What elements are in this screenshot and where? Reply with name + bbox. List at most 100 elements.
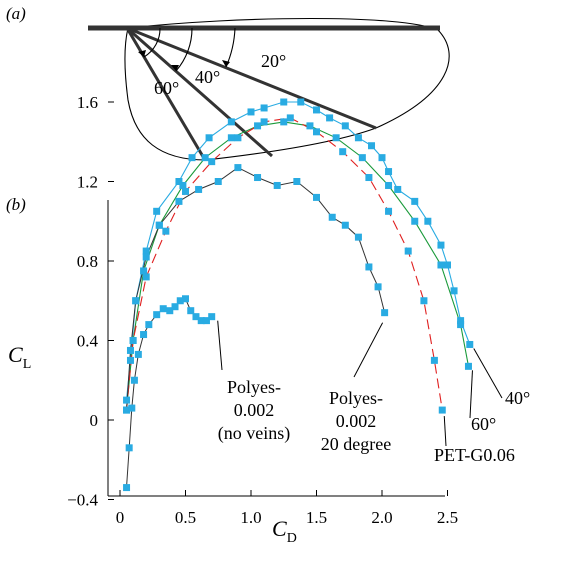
series-line-pet-g0-06	[125, 117, 443, 411]
leader-line-40	[473, 348, 503, 399]
data-point-60	[464, 362, 472, 370]
data-point-40	[450, 287, 458, 295]
y-tick-label: 0	[90, 411, 99, 430]
data-point-60	[201, 154, 209, 162]
y-ticks: −0.4 0 0.4 0.8 1.2 1.6	[67, 93, 114, 510]
data-point-polyes-0-002-20-degree	[374, 283, 382, 291]
data-point-60	[254, 122, 262, 130]
data-point-pet-g0-06	[142, 273, 150, 281]
y-tick-label: 1.6	[77, 93, 98, 112]
annotation-pet: PET-G0.06	[434, 445, 515, 465]
data-point-40	[280, 98, 288, 106]
x-tick-label: 1.5	[306, 508, 327, 527]
data-point-40	[424, 217, 432, 225]
wing-schematic: 60° 40° 20°	[88, 17, 450, 161]
data-point-polyes-0-002-no-veins	[153, 311, 161, 319]
data-point-polyes-0-002-20-degree	[273, 181, 281, 189]
data-point-polyes-0-002-20-degree	[328, 213, 336, 221]
data-point-pet-g0-06	[129, 337, 137, 344]
data-point-polyes-0-002-20-degree	[381, 309, 389, 317]
data-point-polyes-0-002-no-veins	[187, 307, 195, 315]
data-point-pet-g0-06	[162, 227, 170, 235]
y-tick-label: 1.2	[77, 173, 98, 192]
data-point-40	[411, 197, 419, 205]
data-point-polyes-0-002-no-veins	[159, 305, 167, 313]
data-point-60	[332, 134, 340, 142]
data-point-polyes-0-002-20-degree	[123, 406, 131, 414]
data-point-40	[341, 122, 349, 130]
annotation-60: 60°	[471, 414, 496, 434]
x-tick-label: 0	[116, 508, 125, 527]
series-line-polyes-0-002-no-veins	[126, 298, 213, 488]
data-point-60	[385, 181, 393, 189]
arrowhead-60	[138, 50, 146, 57]
data-point-40	[326, 114, 334, 122]
data-point-40	[368, 142, 376, 150]
data-point-polyes-0-002-20-degree	[214, 178, 222, 185]
annotation-polyes20-line: Polyes-	[329, 388, 383, 408]
data-point-40	[394, 185, 402, 193]
data-point-40	[457, 317, 465, 325]
data-point-polyes-0-002-no-veins	[202, 317, 210, 325]
data-point-60	[280, 118, 288, 126]
data-point-pet-g0-06	[438, 406, 446, 414]
angle-label-20: 20°	[261, 51, 286, 71]
data-point-40	[126, 356, 134, 364]
data-point-polyes-0-002-no-veins	[182, 295, 189, 303]
data-point-40	[247, 108, 255, 116]
x-tick-label: 1.0	[240, 508, 261, 527]
data-point-pet-g0-06	[182, 187, 189, 195]
leader-line-60	[469, 370, 473, 419]
data-point-40	[205, 134, 213, 142]
data-point-polyes-0-002-no-veins	[171, 303, 179, 311]
data-point-60	[437, 261, 445, 269]
angle-label-60: 60°	[154, 78, 179, 98]
data-point-polyes-0-002-20-degree	[293, 178, 301, 185]
data-point-pet-g0-06	[420, 297, 428, 305]
y-tick-label: 0.8	[77, 252, 98, 271]
angle-arc-60	[143, 27, 161, 58]
annotation-polyes20-line: 0.002	[336, 411, 377, 431]
arrowhead-20	[222, 60, 230, 67]
data-point-polyes-0-002-no-veins	[134, 350, 142, 358]
series-line-polyes-0-002-20-degree	[126, 167, 386, 411]
data-point-60	[179, 181, 187, 189]
data-point-40	[466, 340, 474, 348]
data-point-60	[140, 267, 148, 275]
data-point-polyes-0-002-20-degree	[341, 221, 349, 229]
data-point-polyes-0-002-20-degree	[126, 346, 134, 354]
x-tick-label: 2.0	[371, 508, 392, 527]
series-markers	[123, 98, 474, 492]
y-tick-label: −0.4	[67, 491, 98, 510]
x-axis-label: CD	[272, 516, 297, 546]
data-point-40	[313, 106, 320, 114]
polar-chart: 0 0.5 1.0 1.5 2.0 2.5 −0.4 0 0.4 0.8 1.2 1.6 40° 60…	[8, 93, 530, 546]
data-point-40	[385, 168, 393, 176]
data-point-40	[444, 261, 451, 269]
data-point-polyes-0-002-no-veins	[123, 484, 131, 492]
data-point-pet-g0-06	[208, 158, 216, 166]
data-point-polyes-0-002-no-veins	[208, 313, 216, 321]
data-point-40	[297, 98, 305, 106]
data-point-polyes-0-002-no-veins	[140, 331, 148, 339]
data-point-40	[227, 118, 235, 126]
data-point-pet-g0-06	[234, 134, 242, 142]
annotations: 40° 60° PET-G0.06 Polyes- 0.002 20 degree Poly…	[217, 320, 530, 465]
angle-arc-20	[225, 27, 236, 68]
data-point-60	[306, 122, 314, 130]
data-point-polyes-0-002-20-degree	[313, 193, 320, 201]
arrowhead-40	[171, 65, 179, 71]
angle-arc-40	[175, 27, 193, 72]
data-point-polyes-0-002-no-veins	[128, 404, 136, 412]
annotation-noveins-line: (no veins)	[218, 423, 290, 444]
data-point-pet-g0-06	[404, 247, 412, 255]
data-point-polyes-0-002-20-degree	[175, 197, 183, 205]
data-point-40	[354, 134, 362, 142]
leader-line-pet	[443, 416, 447, 447]
data-point-pet-g0-06	[286, 114, 294, 122]
annotation-40: 40°	[505, 388, 530, 408]
data-point-polyes-0-002-no-veins	[176, 297, 184, 305]
data-point-40	[260, 104, 268, 112]
angle-label-40: 40°	[195, 67, 220, 87]
